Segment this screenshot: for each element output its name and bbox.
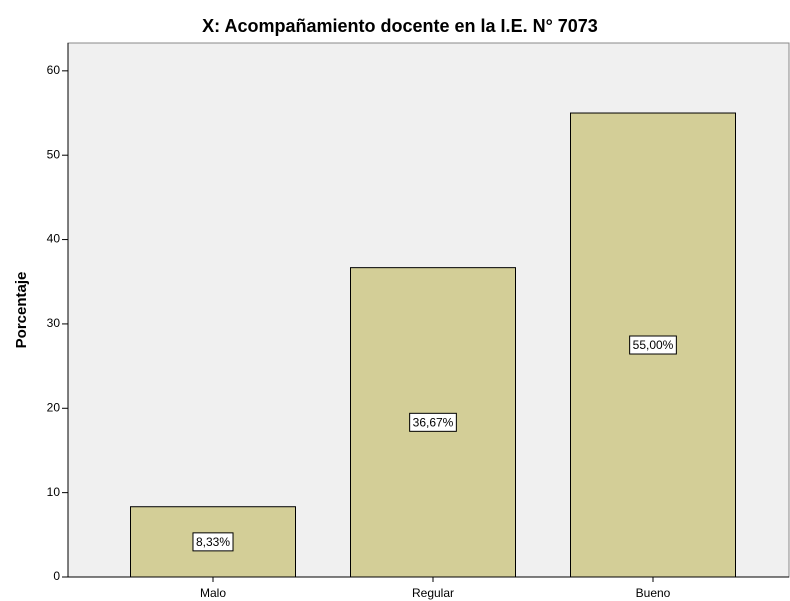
y-tick-label: 60 — [47, 63, 61, 77]
value-label-box — [409, 412, 457, 432]
value-label-box — [192, 532, 234, 552]
y-tick-label: 20 — [47, 400, 61, 414]
chart-title: X: Acompañamiento docente en la I.E. N° … — [202, 16, 598, 36]
x-tick-label: Bueno — [636, 586, 671, 600]
y-tick-label: 30 — [47, 316, 61, 330]
y-tick-label: 50 — [47, 147, 61, 161]
value-label: 8,33% — [196, 535, 230, 549]
y-tick-label: 10 — [47, 485, 61, 499]
y-tick-label: 40 — [47, 232, 61, 246]
y-axis-label: Porcentaje — [13, 272, 30, 349]
x-tick-label: Malo — [200, 586, 226, 600]
value-label: 36,67% — [413, 415, 454, 429]
value-label-box — [629, 335, 677, 355]
value-label: 55,00% — [633, 338, 674, 352]
y-tick-label: 0 — [53, 569, 60, 583]
x-tick-label: Regular — [412, 586, 454, 600]
